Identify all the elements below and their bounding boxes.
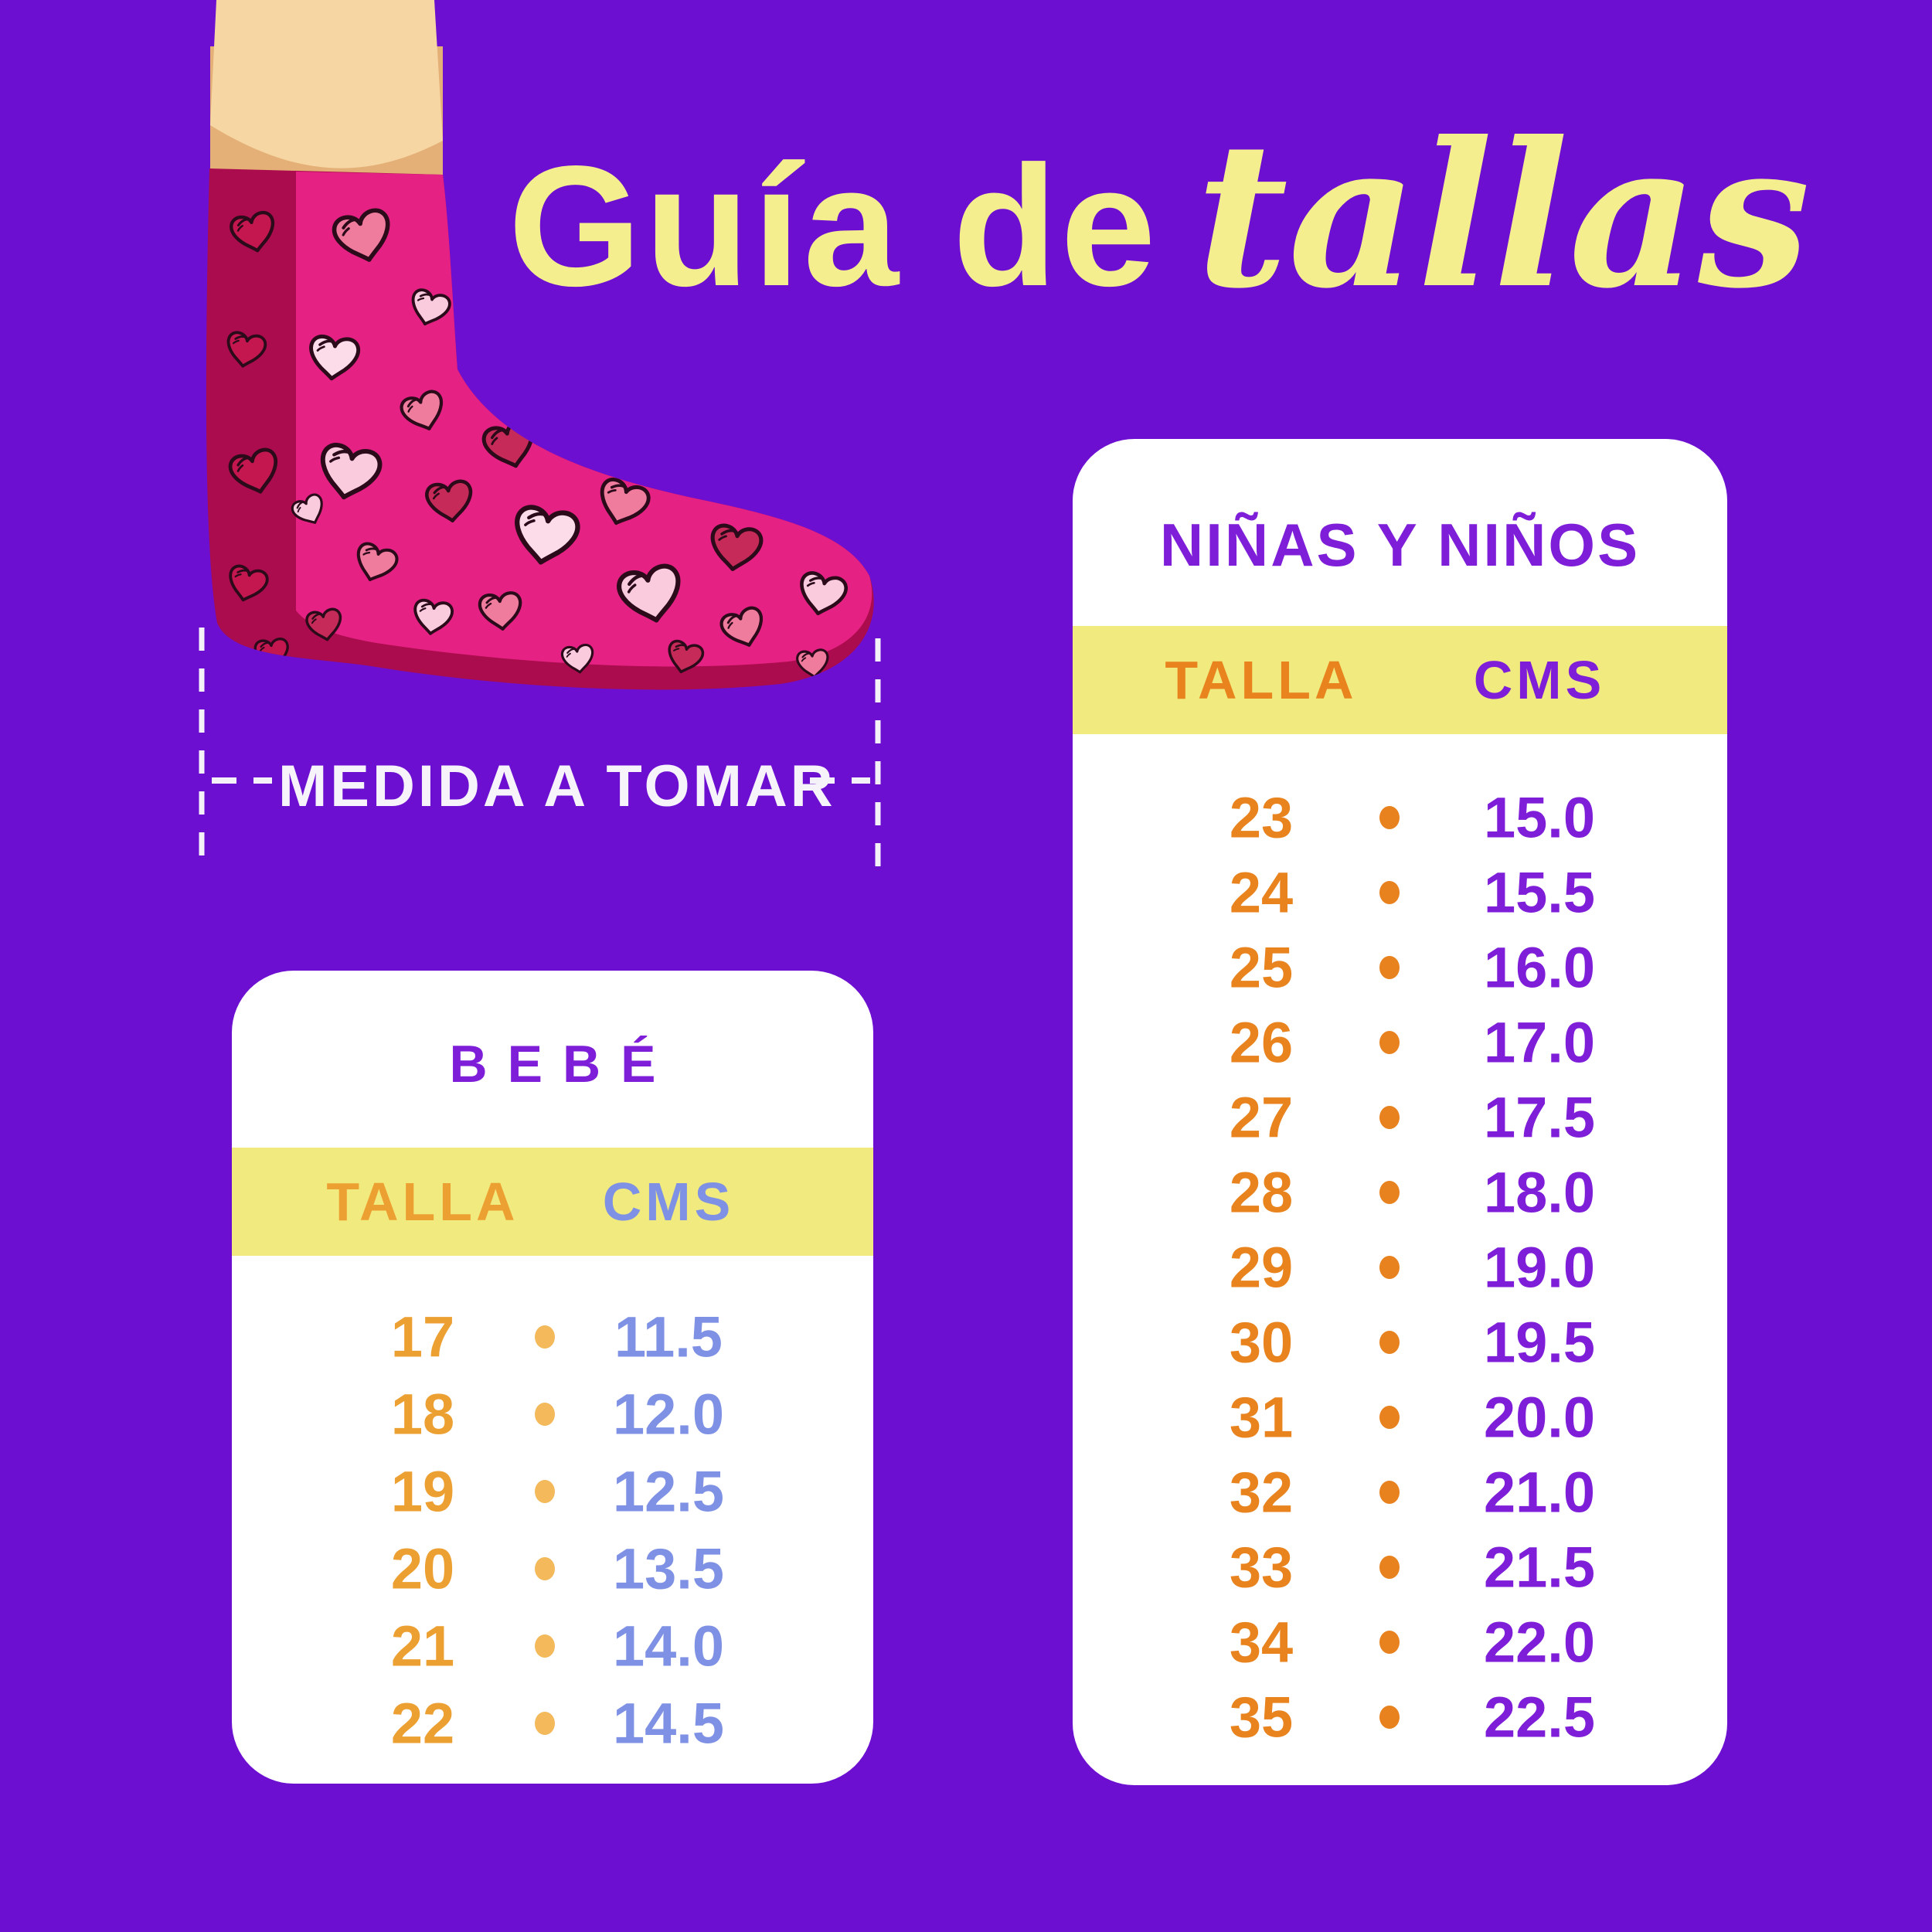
size-value: 26	[1229, 1010, 1294, 1074]
leg-illustration	[210, 0, 443, 178]
cms-value: 20.0	[1483, 1385, 1596, 1449]
cms-value: 12.0	[612, 1382, 725, 1447]
size-value: 23	[1229, 785, 1294, 849]
table-row: 19 12.5	[232, 1453, 873, 1530]
table-row: 26 17.0	[1073, 1005, 1727, 1080]
cms-value: 15.5	[1483, 860, 1596, 924]
cms-value: 22.5	[1483, 1685, 1596, 1749]
size-value: 24	[1229, 860, 1294, 924]
dot-bullet-icon	[1379, 1255, 1400, 1279]
dot-bullet-icon	[535, 1634, 555, 1658]
size-value: 18	[390, 1382, 455, 1447]
size-value: 22	[390, 1691, 455, 1756]
cms-value: 19.0	[1483, 1235, 1596, 1299]
card-title-ninos: NIÑAS Y NIÑOS	[1159, 511, 1641, 579]
column-header-talla: TALLA	[326, 1172, 519, 1232]
size-value: 34	[1229, 1610, 1294, 1674]
dot-bullet-icon	[1379, 1480, 1400, 1504]
table-row: 31 20.0	[1073, 1379, 1727, 1454]
table-row: 25 16.0	[1073, 930, 1727, 1005]
table-row: 28 18.0	[1073, 1155, 1727, 1230]
size-value: 25	[1229, 935, 1294, 999]
cms-value: 17.0	[1483, 1010, 1596, 1074]
size-value: 35	[1229, 1685, 1294, 1749]
header-band-ninos: TALLA CMS	[1073, 626, 1727, 734]
column-header-talla: TALLA	[1165, 650, 1358, 710]
size-value: 31	[1229, 1385, 1294, 1449]
title-regular: Guía de	[508, 131, 1159, 322]
sock-with-hearts-icon	[199, 0, 881, 872]
dot-bullet-icon	[1379, 880, 1400, 904]
cms-value: 14.0	[612, 1614, 725, 1679]
table-row: 35 22.5	[1073, 1679, 1727, 1754]
table-row: 29 19.0	[1073, 1230, 1727, 1304]
dot-bullet-icon	[1379, 1330, 1400, 1354]
size-card-bebe: BEBÉ TALLA CMS 17 11.5 18 12.0 19 12.5 2…	[232, 971, 873, 1784]
size-value: 28	[1229, 1160, 1294, 1224]
table-row: 23 15.0	[1073, 780, 1727, 855]
dot-bullet-icon	[535, 1480, 555, 1503]
sock-illustration	[0, 0, 966, 889]
cms-value: 13.5	[612, 1536, 725, 1601]
size-value: 30	[1229, 1310, 1294, 1374]
dot-bullet-icon	[535, 1557, 555, 1580]
cms-value: 22.0	[1483, 1610, 1596, 1674]
header-band-bebe: TALLA CMS	[232, 1148, 873, 1256]
size-value: 17	[390, 1304, 455, 1369]
dot-bullet-icon	[535, 1712, 555, 1735]
cms-value: 17.5	[1483, 1085, 1596, 1149]
size-value: 33	[1229, 1535, 1294, 1599]
size-table-ninos: 23 15.0 24 15.5 25 16.0 26 17.0 27 17.5	[1073, 780, 1727, 1754]
measurement-guides	[199, 628, 881, 872]
cms-value: 19.5	[1483, 1310, 1596, 1374]
size-value: 32	[1229, 1460, 1294, 1524]
size-card-ninos: NIÑAS Y NIÑOS TALLA CMS 23 15.0 24 15.5 …	[1073, 439, 1727, 1785]
dot-bullet-icon	[1379, 1105, 1400, 1129]
dot-bullet-icon	[1379, 955, 1400, 979]
dot-bullet-icon	[1379, 1555, 1400, 1579]
table-row: 21 14.0	[232, 1607, 873, 1685]
table-row: 32 21.0	[1073, 1454, 1727, 1529]
dot-bullet-icon	[535, 1325, 555, 1349]
dot-bullet-icon	[1379, 805, 1400, 829]
dot-bullet-icon	[1379, 1180, 1400, 1204]
table-row: 17 11.5	[232, 1298, 873, 1376]
dot-bullet-icon	[1379, 1705, 1400, 1729]
cms-value: 21.5	[1483, 1535, 1596, 1599]
table-row: 18 12.0	[232, 1376, 873, 1453]
cms-value: 12.5	[612, 1459, 725, 1524]
size-table-bebe: 17 11.5 18 12.0 19 12.5 20 13.5 21 14.0	[232, 1298, 873, 1762]
dot-bullet-icon	[1379, 1630, 1400, 1654]
size-value: 21	[390, 1614, 455, 1679]
dot-bullet-icon	[535, 1403, 555, 1426]
size-value: 27	[1229, 1085, 1294, 1149]
table-row: 33 21.5	[1073, 1529, 1727, 1604]
cms-value: 16.0	[1483, 935, 1596, 999]
cms-value: 18.0	[1483, 1160, 1596, 1224]
cms-value: 21.0	[1483, 1460, 1596, 1524]
table-row: 22 14.5	[232, 1685, 873, 1762]
size-value: 29	[1229, 1235, 1294, 1299]
page-title: Guía de tallas	[495, 116, 1824, 315]
cms-value: 14.5	[612, 1691, 725, 1756]
dot-bullet-icon	[1379, 1405, 1400, 1429]
size-value: 19	[390, 1459, 455, 1524]
measurement-label: MEDIDA A TOMAR	[278, 753, 836, 819]
card-title-bebe: BEBÉ	[449, 1035, 676, 1094]
column-header-cms: CMS	[1473, 650, 1606, 710]
table-row: 27 17.5	[1073, 1080, 1727, 1155]
dot-bullet-icon	[1379, 1030, 1400, 1054]
title-script: tallas	[1196, 98, 1811, 332]
table-row: 30 19.5	[1073, 1304, 1727, 1379]
column-header-cms: CMS	[602, 1172, 735, 1232]
cms-value: 15.0	[1483, 785, 1596, 849]
table-row: 20 13.5	[232, 1530, 873, 1607]
cms-value: 11.5	[614, 1304, 723, 1369]
size-value: 20	[390, 1536, 455, 1601]
table-row: 34 22.0	[1073, 1604, 1727, 1679]
table-row: 24 15.5	[1073, 855, 1727, 930]
